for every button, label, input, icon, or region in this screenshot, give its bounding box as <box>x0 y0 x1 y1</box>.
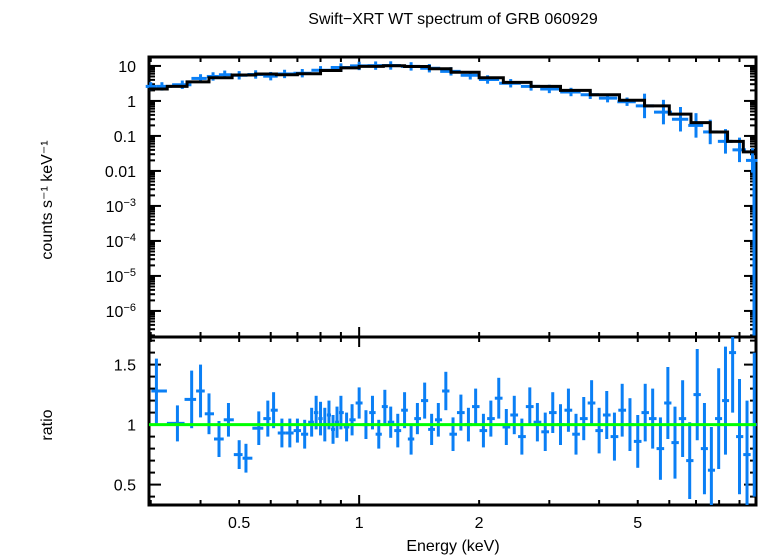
ratio-data-point <box>715 368 723 469</box>
ratio-data-point <box>213 421 224 457</box>
ratio-data-point <box>587 380 596 426</box>
ratio-data-point <box>736 379 744 495</box>
x-tick-label: 0.5 <box>228 515 250 532</box>
x-tick-label: 1 <box>355 515 364 532</box>
ratio-data-point <box>678 380 687 457</box>
ratio-data-point <box>572 413 580 455</box>
ratio-data-point <box>442 371 450 411</box>
ratio-data-point <box>318 401 323 436</box>
ratio-y-tick-label: 1.5 <box>114 358 136 375</box>
ratio-data-point <box>656 417 665 480</box>
ratio-data-point <box>151 358 167 424</box>
spectrum-model-line <box>149 64 758 159</box>
ratio-data-point <box>252 411 264 445</box>
spectrum-data-point <box>688 113 704 138</box>
ratio-data-point <box>595 407 603 454</box>
spectrum-y-tick-label: 10−3 <box>106 197 136 216</box>
ratio-data-point <box>502 409 511 445</box>
ratio-data-point <box>729 337 737 413</box>
ratio-data-point <box>277 418 286 448</box>
ratio-data <box>151 337 757 505</box>
ratio-data-point <box>387 406 395 438</box>
ratio-data-point <box>664 367 672 439</box>
ratio-data-point <box>541 412 549 451</box>
spectrum-y-tick-label: 10−6 <box>106 302 136 321</box>
ratio-data-point <box>349 404 356 436</box>
ratio-data-point <box>434 403 443 437</box>
spectrum-y-tick-label: 10−5 <box>106 267 136 286</box>
ratio-data-point <box>510 395 519 435</box>
ratio-data-point <box>293 418 302 443</box>
ratio-data-point <box>233 440 243 469</box>
ratio-data-point <box>618 383 627 437</box>
ratio-data-point <box>308 407 314 437</box>
x-axis-label: Energy (keV) <box>406 538 499 555</box>
ratio-data-point <box>602 391 611 439</box>
spectrum-y-tick-label: 0.01 <box>105 164 136 181</box>
ratio-data-point <box>407 423 415 455</box>
spectrum-y-tick-label: 0.1 <box>114 129 136 146</box>
ratio-data-point <box>472 388 480 425</box>
chart-title: Swift−XRT WT spectrum of GRB 060929 <box>308 11 598 28</box>
ratio-data-point <box>331 415 336 444</box>
ratio-data-point <box>671 406 679 479</box>
spectrum-y-tick-label: 1 <box>127 94 136 111</box>
ratio-data-point <box>381 389 388 424</box>
ratio-data-point <box>610 412 619 461</box>
ratio-data-point <box>533 403 542 442</box>
ratio-data-point <box>700 403 708 495</box>
ratio-data-point <box>263 400 271 437</box>
ratio-data-point <box>335 406 339 438</box>
ratio-data-point <box>633 415 642 468</box>
spectrum-y-tick-label: 10−4 <box>106 232 136 251</box>
ratio-data-point <box>184 370 197 429</box>
ratio-data-point <box>693 349 701 441</box>
ratio-data-point <box>579 397 588 441</box>
y-axis-label-spectrum: counts s⁻¹ keV⁻¹ <box>39 140 56 259</box>
ratio-data-point <box>648 388 657 449</box>
ratio-data-point <box>743 400 751 505</box>
y-axis-label-ratio: ratio <box>39 409 56 440</box>
spectrum-y-tick-label: 10 <box>118 59 136 76</box>
ratio-data-point <box>487 400 495 437</box>
ratio-data-point <box>707 427 716 505</box>
ratio-data-point <box>343 412 350 442</box>
ratio-data-point <box>686 422 694 499</box>
ratio-data-point <box>722 346 730 455</box>
ratio-y-tick-label: 0.5 <box>114 478 136 495</box>
spectrum-frame <box>147 55 758 339</box>
spectrum-panel: 10 1 0.1 0.01 10−3 10−4 10−5 10−6 <box>105 55 758 339</box>
ratio-data-point <box>242 443 253 473</box>
ratio-data-point <box>204 393 214 435</box>
ratio-frame <box>147 335 758 507</box>
ratio-data-point <box>414 403 422 435</box>
ratio-data-point <box>449 417 457 451</box>
ratio-data-point <box>196 364 205 418</box>
ratio-data-point <box>401 392 408 429</box>
ratio-data-point <box>355 387 363 419</box>
ratio-data-point <box>641 383 649 442</box>
ratio-data-point <box>525 387 534 426</box>
ratio-data-point <box>479 413 488 448</box>
ratio-data-point <box>270 392 278 429</box>
ratio-data-point <box>428 413 435 445</box>
ratio-y-tick-label: 1 <box>127 418 136 435</box>
x-tick-label: 2 <box>475 515 484 532</box>
ratio-data-point <box>421 382 429 419</box>
ratio-data-point <box>394 413 402 448</box>
x-tick-label: 5 <box>633 515 642 532</box>
ratio-panel: 1.5 1 0.5 0.5 1 2 5 <box>114 335 758 532</box>
ratio-data-point <box>494 377 503 419</box>
ratio-data-point <box>223 403 234 437</box>
ratio-data-point <box>548 392 557 433</box>
spectrum-data-point <box>671 106 689 132</box>
ratio-data-point <box>285 418 294 448</box>
